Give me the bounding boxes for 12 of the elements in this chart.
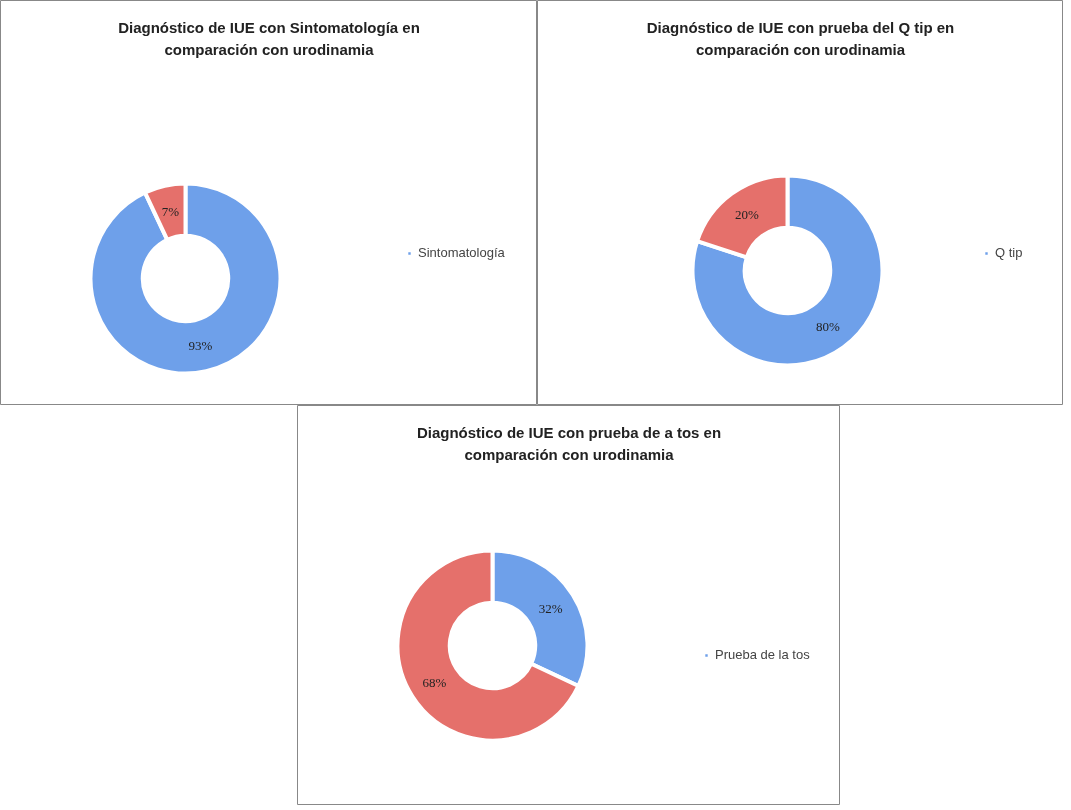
data-label: 93% [188,338,213,354]
data-label: 20% [735,207,760,223]
chart-title: Diagnóstico de IUE con Sintomatología en comparación con urodinamia [118,18,420,58]
legend-label: Q tip [995,245,1023,260]
data-label: 68% [422,674,447,690]
chart-title: Diagnóstico de IUE con prueba del Q tip en comparación con urodinamia [646,18,955,58]
chart-title: Diagnóstico de IUE con prueba de a tos en comparación con urodinamia [416,423,722,463]
legend-label: Sintomatología [418,245,505,260]
data-label: 80% [816,318,841,334]
data-label: 32% [538,601,563,617]
data-label: 7% [161,203,180,219]
legend-label: Prueba de la tos [715,647,810,662]
